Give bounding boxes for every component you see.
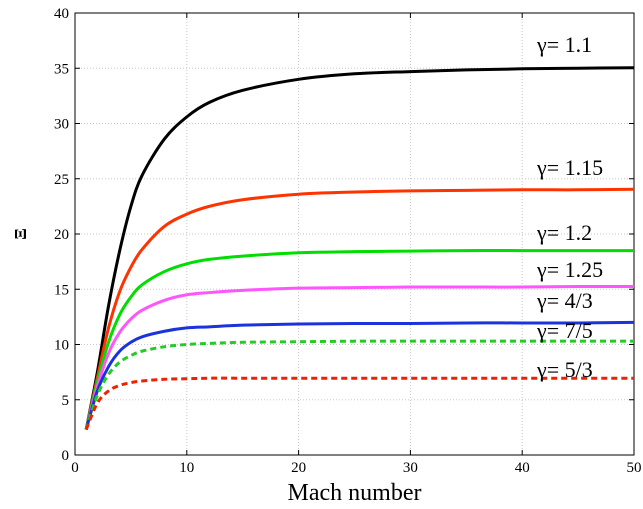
y-tick-label: 35	[54, 61, 69, 77]
series-label: γ= 1.15	[536, 155, 603, 180]
series-line	[84, 66, 635, 430]
x-tick-label: 40	[515, 460, 530, 476]
x-axis-label: Mach number	[288, 480, 422, 506]
series-line	[84, 376, 634, 431]
series-label: γ= 4/3	[536, 288, 593, 313]
label-layer: γ= 1.1 γ= 1.15 γ= 1.2 γ= 1.25 γ= 4/3 γ= 7/5 γ=…	[536, 32, 603, 382]
x-tick-label: 0	[71, 460, 79, 476]
series-label: γ= 5/3	[536, 357, 593, 382]
y-tick-label: 25	[54, 172, 69, 188]
y-tick-label: 30	[54, 117, 69, 133]
y-tick-label: 40	[54, 6, 69, 22]
axes-layer: 0 10 20 30 40 50 0 5 10 15 20 25 30 35 40	[54, 6, 642, 476]
y-tick-label: 5	[62, 393, 70, 409]
x-tick-label: 50	[627, 460, 642, 476]
x-tick-label: 30	[403, 460, 418, 476]
y-axis-label: Ξ	[11, 228, 30, 240]
series-label: γ= 1.1	[536, 32, 592, 57]
y-tick-label: 10	[54, 338, 69, 354]
grid-layer	[75, 13, 634, 455]
series-label: γ= 7/5	[536, 318, 593, 343]
y-tick-label: 0	[62, 448, 70, 464]
series-line	[84, 249, 634, 430]
x-tick-label: 20	[291, 460, 306, 476]
series-label: γ= 1.25	[536, 257, 603, 282]
series-line	[84, 339, 634, 431]
x-tick-label: 10	[179, 460, 194, 476]
series-layer	[84, 66, 635, 431]
series-label: γ= 1.2	[536, 220, 592, 245]
y-tick-label: 15	[54, 282, 69, 298]
y-tick-label: 20	[54, 227, 69, 243]
series-line	[84, 284, 635, 430]
series-line	[84, 320, 635, 431]
series-line	[84, 187, 635, 430]
